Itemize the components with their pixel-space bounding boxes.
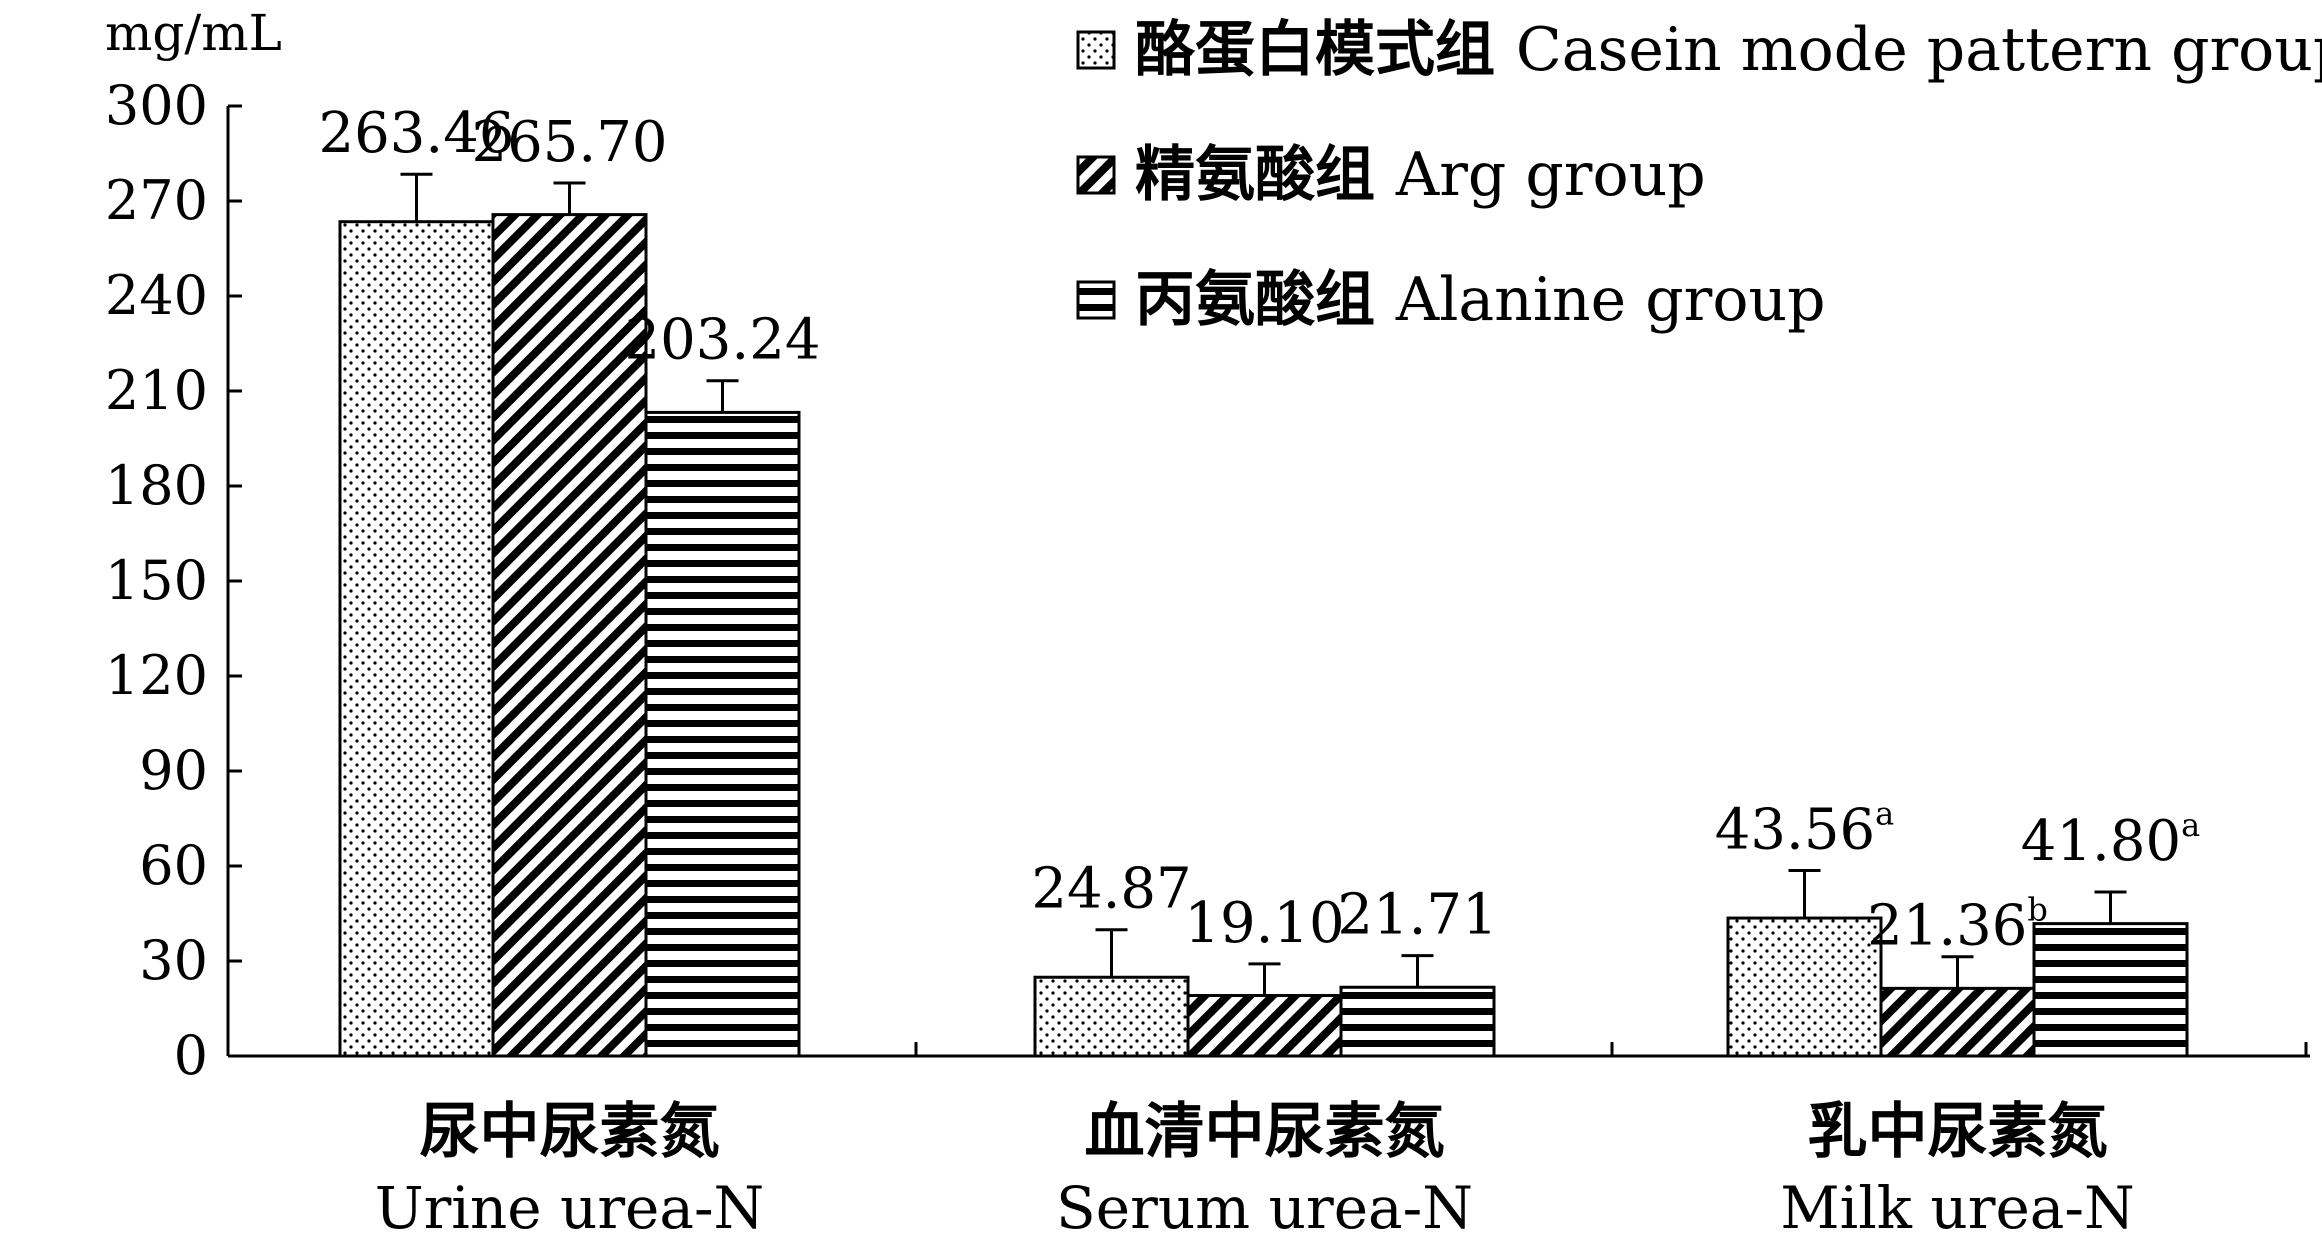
data-label: 21.36b	[1867, 891, 2048, 959]
y-tick-label: 30	[139, 929, 208, 992]
data-label: 203.24	[625, 308, 821, 373]
legend-swatch	[1076, 155, 1116, 195]
legend-swatch	[1076, 280, 1116, 320]
category-label-en: Milk urea-N	[1780, 1174, 2134, 1236]
y-tick-label: 300	[105, 74, 208, 137]
category-labels: 尿中尿素氮 Urine urea-N 血清中尿素氮 Serum urea-N 乳中尿素氮…	[375, 1097, 2135, 1236]
data-label: 265.70	[472, 110, 668, 175]
bar	[1033, 975, 1190, 1058]
y-tick-label: 150	[105, 549, 208, 612]
y-tick-label: 0	[174, 1024, 208, 1087]
bar	[1726, 916, 1883, 1058]
data-label: 41.80a	[2021, 806, 2200, 874]
y-tick-label: 240	[105, 264, 208, 327]
y-tick-label: 60	[139, 834, 208, 897]
y-tick-label: 270	[105, 169, 208, 232]
data-label: 263.46	[319, 101, 515, 166]
legend-swatch	[1076, 30, 1116, 70]
bar	[1879, 986, 2036, 1058]
category-label-en: Serum urea-N	[1056, 1174, 1473, 1236]
error-bars	[400, 172, 2127, 996]
y-axis-unit-label: mg/mL	[105, 4, 282, 62]
legend-label: 丙氨酸组 Alanine group	[1135, 265, 1826, 335]
y-tick-label: 90	[139, 739, 208, 802]
bar	[1339, 985, 1496, 1058]
data-label: 21.71	[1337, 883, 1497, 948]
axes: 0 30 60 90 120 150 180 210 240 270 300	[105, 74, 2310, 1087]
category-label-cn: 血清中尿素氮	[1085, 1097, 1445, 1167]
bar	[644, 410, 801, 1058]
category-label-en: Urine urea-N	[375, 1174, 765, 1236]
bar	[2032, 922, 2189, 1058]
data-label: 43.56a	[1715, 795, 1894, 863]
category-label-cn: 乳中尿素氮	[1808, 1097, 2108, 1167]
bar	[1186, 994, 1343, 1058]
data-label: 19.10	[1184, 891, 1344, 956]
bar	[491, 213, 648, 1058]
y-tick-label: 210	[105, 359, 208, 422]
y-tick-label: 120	[105, 644, 208, 707]
bars	[338, 213, 2189, 1058]
legend-label: 精氨酸组 Arg group	[1135, 140, 1706, 210]
bar	[338, 220, 495, 1058]
legend: 酪蛋白模式组 Casein mode pattern group 精氨酸组 Arg…	[1076, 15, 2322, 335]
category-label-cn: 尿中尿素氮	[420, 1097, 720, 1167]
data-label: 24.87	[1031, 857, 1191, 922]
legend-label: 酪蛋白模式组 Casein mode pattern group	[1135, 15, 2322, 85]
y-tick-label: 180	[105, 454, 208, 517]
